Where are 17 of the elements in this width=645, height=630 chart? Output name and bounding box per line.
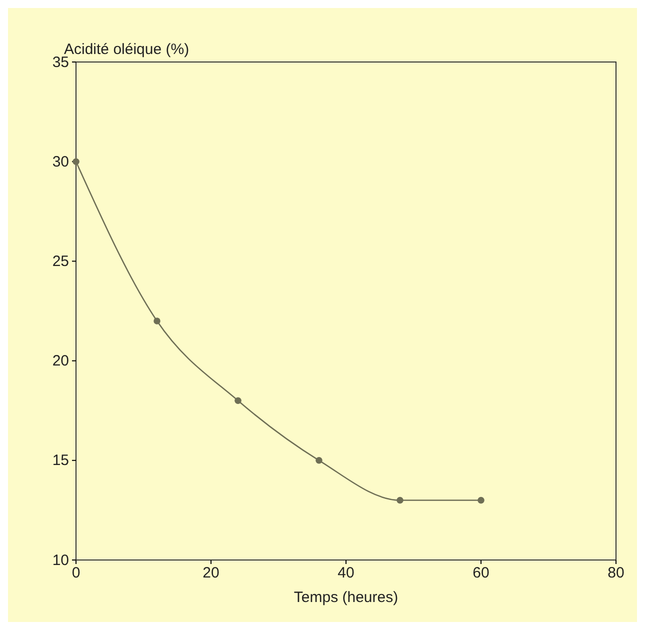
point [316, 457, 322, 464]
x-tick-label: 40 [338, 564, 354, 582]
x-tick-label: 20 [202, 564, 220, 582]
x-tick-label: 80 [608, 564, 624, 582]
point [478, 496, 484, 504]
point [396, 496, 404, 504]
point [154, 318, 160, 324]
y-tick-label: 30 [52, 153, 69, 170]
point [72, 158, 80, 165]
y-tick-label: 20 [52, 352, 69, 370]
y-tick-label: 10 [52, 552, 69, 569]
x-tick-label: 0 [72, 564, 80, 582]
x-tick-label: 60 [472, 564, 490, 582]
y-tick-label: 25 [52, 253, 69, 270]
y-tick-label: 15 [52, 452, 69, 470]
point [234, 397, 242, 404]
x-axis-title: Temps (heures) [294, 589, 398, 606]
